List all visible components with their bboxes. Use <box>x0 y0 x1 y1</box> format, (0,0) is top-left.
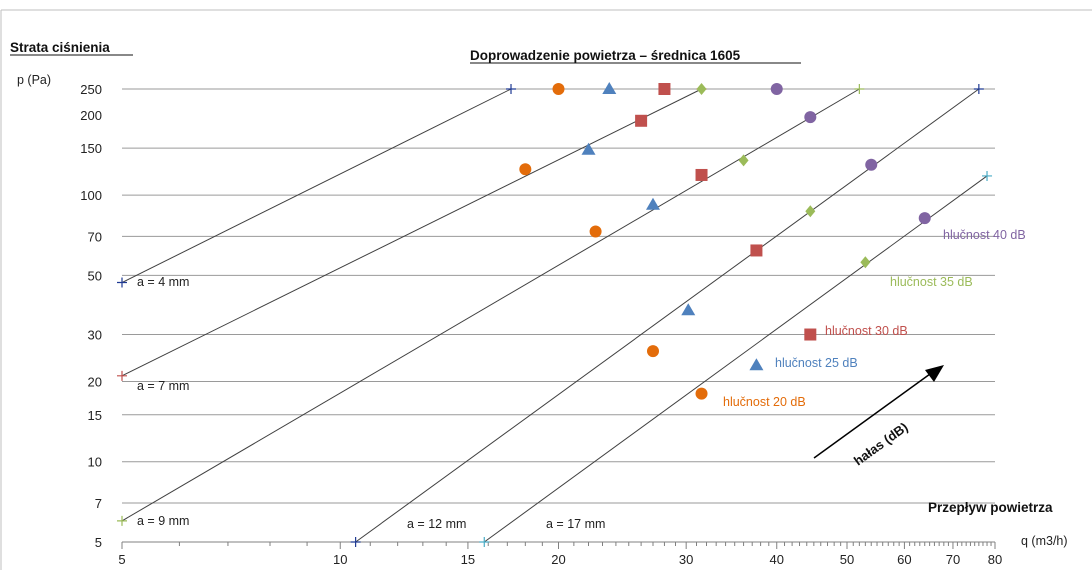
noise-point <box>918 212 931 225</box>
aperture-line-label: a = 17 mm <box>546 517 605 531</box>
aperture-line-label: a = 7 mm <box>137 379 189 393</box>
x-tick-label: 70 <box>946 552 960 567</box>
noise-series-label: hlučnost 35 dB <box>890 275 973 289</box>
y-tick-label: 100 <box>80 188 102 203</box>
noise-point <box>865 158 878 171</box>
noise-point <box>589 225 602 238</box>
y-tick-label: 7 <box>95 496 102 511</box>
chart-title: Doprowadzenie powietrza – średnica 1605 <box>470 48 741 63</box>
noise-series-label: hlučnost 20 dB <box>723 395 806 409</box>
y-tick-label: 20 <box>88 374 102 389</box>
noise-point <box>804 328 817 341</box>
y-tick-label: 50 <box>88 268 102 283</box>
noise-point <box>581 142 596 155</box>
noise-point <box>749 358 764 371</box>
aperture-line-label: a = 4 mm <box>137 275 189 289</box>
aperture-line-endpoint <box>854 84 865 94</box>
aperture-line <box>355 88 980 543</box>
x-tick-label: 80 <box>988 552 1002 567</box>
noise-arrow-line <box>813 373 931 459</box>
noise-point <box>635 114 648 127</box>
x-tick-label: 40 <box>770 552 784 567</box>
noise-point <box>770 83 783 95</box>
x-tick-label: 20 <box>551 552 565 567</box>
y-tick-label: 5 <box>95 535 102 550</box>
noise-series-label: hlučnost 25 dB <box>775 356 858 370</box>
aperture-line-label: a = 9 mm <box>137 514 189 528</box>
aperture-line-endpoint <box>506 84 517 94</box>
x-title: Przepływ powietrza <box>928 500 1053 515</box>
noise-point <box>738 154 749 167</box>
noise-arrow-head <box>925 365 944 382</box>
noise-point <box>519 163 532 176</box>
y-tick-label: 200 <box>80 108 102 123</box>
x-unit-label: q (m3/h) <box>1021 534 1068 548</box>
aperture-line-endpoint <box>117 370 127 381</box>
x-tick-label: 5 <box>118 552 125 567</box>
noise-point <box>696 83 707 95</box>
noise-point <box>695 387 708 400</box>
noise-arrow-label: hałas (dB) <box>851 419 911 468</box>
x-tick-label: 50 <box>840 552 854 567</box>
x-tick-label: 15 <box>461 552 475 567</box>
x-tick-label: 10 <box>333 552 347 567</box>
noise-series-label: hlučnost 40 dB <box>943 228 1026 242</box>
y-tick-label: 15 <box>88 408 102 423</box>
noise-point <box>681 303 696 316</box>
y-tick-label: 30 <box>88 328 102 343</box>
noise-point <box>602 82 617 94</box>
aperture-line-endpoint <box>117 515 127 526</box>
aperture-line <box>121 88 860 522</box>
grid-layer <box>122 88 995 543</box>
y-unit-label: p (Pa) <box>17 73 51 87</box>
y-tick-label: 70 <box>88 229 102 244</box>
aperture-line <box>121 88 702 377</box>
y-tick-label: 10 <box>88 455 102 470</box>
aperture-line <box>121 88 512 283</box>
noise-point <box>552 83 565 95</box>
y-tick-label: 150 <box>80 141 102 156</box>
noise-point <box>695 168 708 181</box>
noise-point <box>646 345 659 358</box>
label-layer: a = 4 mm a = 7 mm a = 9 mm a = 12 mm a = 17 … <box>137 228 1026 531</box>
aperture-line-label: a = 12 mm <box>407 517 466 531</box>
tick-layer: 5 10 15 20 30 40 50 60 70 80 5 7 10 15 20 30 50 70 100 150 2… <box>80 82 1002 567</box>
noise-point <box>860 256 871 269</box>
aperture-line-endpoint <box>479 537 490 547</box>
x-tick-label: 30 <box>679 552 693 567</box>
aperture-line-endpoint <box>350 537 361 547</box>
x-tick-label: 60 <box>897 552 911 567</box>
noise-point <box>645 197 660 210</box>
aperture-line-endpoint <box>982 170 993 181</box>
noise-point <box>658 83 671 95</box>
y-title: Strata ciśnienia <box>10 40 110 55</box>
aperture-line-endpoint <box>973 84 984 94</box>
y-tick-label: 250 <box>80 82 102 97</box>
noise-series-label: hlučnost 30 dB <box>825 324 908 338</box>
marker-layer <box>519 82 931 400</box>
aperture-line <box>483 175 988 543</box>
curve-layer <box>117 84 993 547</box>
noise-point <box>804 111 817 124</box>
noise-point <box>805 205 816 218</box>
aperture-line-endpoint <box>117 277 127 288</box>
noise-point <box>750 244 763 257</box>
